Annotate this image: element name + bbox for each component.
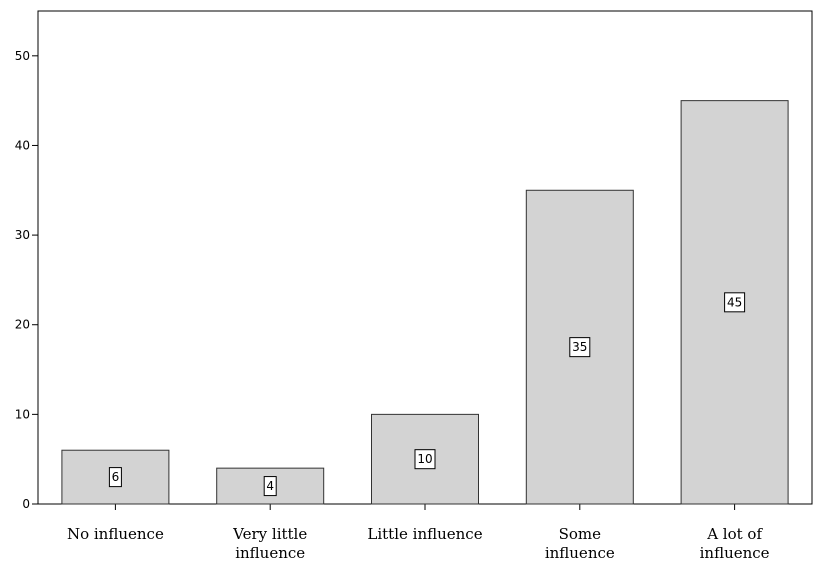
y-axis: 0 10 20 30 40 50 (15, 49, 38, 511)
x-tick-label: influence (235, 544, 305, 562)
data-label: 10 (417, 452, 432, 466)
bars: 6 4 10 35 45 (61, 100, 789, 505)
data-label: 45 (727, 295, 742, 309)
x-tick-label: No influence (67, 525, 164, 543)
x-tick-label: influence (700, 544, 770, 562)
y-tick-label: 0 (22, 497, 30, 511)
y-tick-label: 10 (15, 407, 30, 421)
data-label-box (108, 467, 122, 488)
y-tick-label: 30 (15, 228, 30, 242)
data-label: 4 (266, 479, 274, 493)
x-tick-label: Some (559, 525, 602, 543)
data-label-box (724, 292, 746, 313)
data-label-box (569, 337, 591, 358)
y-tick-label: 50 (15, 49, 30, 63)
data-label: 35 (572, 340, 587, 354)
data-label-box (414, 449, 436, 470)
x-tick-label: Very little (232, 525, 307, 543)
y-tick-label: 20 (15, 318, 30, 332)
x-tick-label: influence (545, 544, 615, 562)
x-tick-label: A lot of (706, 525, 763, 543)
data-label: 6 (112, 470, 120, 484)
y-tick-label: 40 (15, 138, 30, 152)
x-tick-label: Little influence (367, 525, 482, 543)
data-label-box (263, 476, 277, 497)
